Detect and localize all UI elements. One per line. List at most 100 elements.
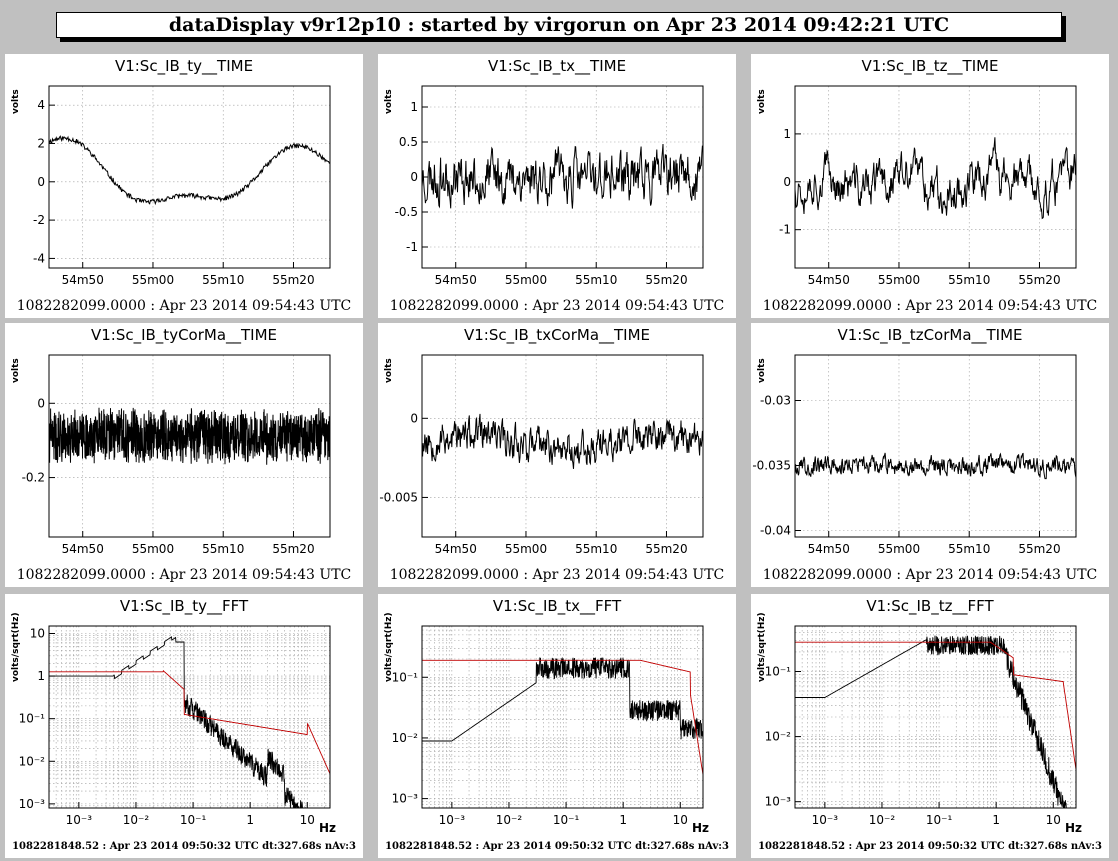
plot-timestamp: 1082281848.52 : Apr 23 2014 09:50:32 UTC… [385, 841, 729, 852]
plot-title: V1:Sc_IB_tz__FFT [866, 597, 994, 615]
plot-frame [421, 354, 704, 538]
x-tick-label: 55m00 [878, 273, 920, 287]
grid [422, 355, 703, 537]
plot-panel: V1:Sc_IB_ty__TIME -4 -2 0 2 4 54m50 55m00 55m10 5… [5, 54, 363, 318]
y-tick-label: -2 [33, 213, 45, 227]
x-tick-label: 55m10 [575, 273, 617, 287]
plot-timestamp: 1082282099.0000 : Apr 23 2014 09:54:43 U… [16, 567, 352, 583]
x-tick-label: 55m10 [202, 273, 244, 287]
x-tick-label: 10⁻² [869, 813, 896, 827]
plot-panel: V1:Sc_IB_tx__TIME -1 -0.5 0 0.5 1 54m50 55m00 55… [378, 54, 736, 318]
y-axis-label: volts [384, 89, 394, 114]
y-tick-label: -1 [406, 240, 418, 254]
x-tick-label: 55m00 [505, 542, 547, 556]
y-tick-label: -0.2 [22, 471, 45, 485]
time-trace [421, 143, 704, 209]
y-tick-label: -0.035 [752, 459, 791, 473]
x-tick-label: 54m50 [62, 542, 104, 556]
y-tick-label: -0.04 [760, 524, 791, 538]
x-tick-label: 55m10 [948, 542, 990, 556]
reference-trace [422, 659, 704, 775]
x-tick-label: 55m00 [132, 542, 174, 556]
y-tick-label: 0 [783, 175, 791, 189]
plot-timestamp: 1082282099.0000 : Apr 23 2014 09:54:43 U… [389, 298, 725, 314]
grid [795, 355, 1076, 537]
plot-timestamp: 1082282099.0000 : Apr 23 2014 09:54:43 U… [389, 567, 725, 583]
plot-frame [794, 85, 1077, 269]
y-axis-label: volts [757, 358, 767, 383]
y-tick-label: 10 [30, 627, 45, 641]
plot-frame [794, 625, 1077, 809]
x-tick-label: 10⁻³ [66, 813, 93, 827]
grid [48, 626, 330, 809]
y-tick-label: -1 [779, 223, 791, 237]
y-tick-label: 0 [37, 396, 45, 410]
plot-panel: V1:Sc_IB_txCorMa__TIME -0.005 0 54m50 55m00 5… [378, 323, 736, 587]
grid [795, 86, 1076, 268]
x-axis-label: Hz [1065, 821, 1082, 835]
x-tick-label: 1 [992, 813, 1000, 827]
plot-title: V1:Sc_IB_ty__TIME [114, 57, 254, 75]
grid [49, 86, 330, 268]
y-tick-label: -0.005 [379, 490, 418, 504]
reference-trace [49, 669, 331, 774]
y-axis-label: volts [11, 89, 21, 114]
plot-timestamp: 1082282099.0000 : Apr 23 2014 09:54:43 U… [762, 567, 1098, 583]
plot-panel: V1:Sc_IB_ty__FFT 10⁻³ 10⁻² 10⁻¹ 1 10 10⁻³ 10⁻² 1… [5, 594, 363, 858]
x-tick-label: 55m20 [645, 542, 687, 556]
y-axis-label: volts/sqrt(Hz) [757, 612, 767, 682]
x-tick-label: 55m20 [1018, 542, 1060, 556]
y-tick-label: 10⁻² [19, 754, 46, 768]
x-tick-label: 54m50 [808, 542, 850, 556]
time-trace [794, 452, 1077, 480]
plot-title: V1:Sc_IB_txCorMa__TIME [463, 326, 651, 344]
x-tick-label: 55m10 [575, 542, 617, 556]
x-tick-label: 10⁻³ [439, 813, 466, 827]
y-tick-label: 10⁻¹ [392, 670, 419, 684]
y-tick-label: 10⁻¹ [765, 665, 792, 679]
y-tick-label: 0.5 [399, 135, 418, 149]
x-tick-label: 54m50 [62, 273, 104, 287]
y-axis-label: volts [11, 358, 21, 383]
x-tick-label: 10⁻² [123, 813, 150, 827]
y-tick-label: 10⁻³ [392, 792, 419, 806]
plot-title: V1:Sc_IB_tx__FFT [492, 597, 622, 615]
plot-title: V1:Sc_IB_tz__TIME [861, 57, 999, 75]
plot-svg: 10⁻³ 10⁻² 10⁻¹ 1 10 10⁻³ 10⁻² 10⁻¹ 1 10 Hz [19, 625, 336, 835]
y-tick-label: 10⁻² [392, 731, 419, 745]
spectrum-trace [49, 636, 330, 809]
y-tick-label: 10⁻³ [19, 797, 46, 811]
y-tick-label: -0.03 [760, 394, 791, 408]
grid [794, 626, 1076, 809]
plot-frame [48, 625, 331, 809]
plot-title: V1:Sc_IB_tx__TIME [487, 57, 627, 75]
y-tick-label: 1 [37, 669, 45, 683]
x-tick-label: 55m20 [645, 273, 687, 287]
spectrum-trace [422, 656, 704, 742]
x-axis-label: Hz [692, 821, 709, 835]
plot-title: V1:Sc_IB_ty__FFT [119, 597, 249, 615]
y-tick-label: 10⁻¹ [19, 712, 46, 726]
plot-svg: -0.2 0 54m50 55m00 55m10 55m20 [22, 354, 331, 556]
plot-svg: 10⁻³ 10⁻² 10⁻¹ 10⁻³ 10⁻² 10⁻¹ 1 10 Hz [765, 625, 1082, 835]
x-tick-label: 55m10 [948, 273, 990, 287]
x-tick-label: 1 [246, 813, 254, 827]
x-tick-label: 10 [673, 813, 688, 827]
x-tick-label: 55m20 [272, 542, 314, 556]
x-tick-label: 10 [1046, 813, 1061, 827]
display-title: dataDisplay v9r12p10 : started by virgor… [56, 12, 1062, 38]
grid [422, 86, 703, 268]
plot-frame [48, 85, 331, 269]
plot-timestamp: 1082282099.0000 : Apr 23 2014 09:54:43 U… [762, 298, 1098, 314]
x-tick-label: 1 [619, 813, 627, 827]
x-tick-label: 55m20 [1018, 273, 1060, 287]
y-tick-label: 4 [37, 98, 45, 112]
plot-svg: -1 0 1 54m50 55m00 55m10 55m20 [779, 85, 1077, 287]
plot-panel: V1:Sc_IB_tz__FFT 10⁻³ 10⁻² 10⁻¹ 10⁻³ 10⁻² 10⁻¹… [751, 594, 1109, 858]
x-tick-label: 10⁻¹ [926, 813, 953, 827]
plot-panel: V1:Sc_IB_tyCorMa__TIME -0.2 0 54m50 55m00 55m… [5, 323, 363, 587]
plot-panel: V1:Sc_IB_tzCorMa__TIME -0.04 -0.035 -0.03 54… [751, 323, 1109, 587]
plot-svg: 10⁻³ 10⁻² 10⁻¹ 10⁻³ 10⁻² 10⁻¹ 1 10 Hz [392, 625, 709, 835]
plot-panel: V1:Sc_IB_tx__FFT 10⁻³ 10⁻² 10⁻¹ 10⁻³ 10⁻² 10⁻¹… [378, 594, 736, 858]
x-tick-label: 54m50 [435, 542, 477, 556]
